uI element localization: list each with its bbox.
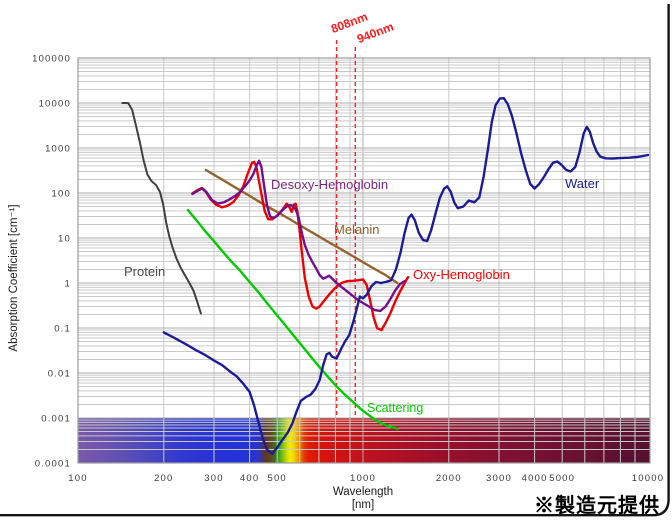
x-tick-label: 500 — [267, 473, 286, 484]
x-tick-label: 10000 — [632, 473, 664, 484]
curve-water — [162, 97, 650, 455]
y-axis-title: Absorption Coefficient [cm⁻¹] — [8, 204, 20, 352]
y-tick-label: 0.001 — [41, 414, 71, 425]
y-tick-label: 1000 — [45, 144, 71, 155]
x-tick-label: 2000 — [436, 473, 462, 484]
curve-protein — [121, 102, 202, 315]
y-tick-label: 100000 — [32, 54, 71, 65]
y-tick-label: 10000 — [39, 99, 71, 110]
x-tick-label: 400 — [240, 473, 259, 484]
series-label-desoxy-hemoglobin: Desoxy-Hemoglobin — [271, 177, 389, 192]
x-tick-label: 5000 — [549, 473, 575, 484]
x-tick-label: 100 — [68, 473, 87, 484]
x-tick-label: 200 — [154, 473, 173, 484]
tick-labels: 100 200 300 400 500 1000 2000 3000 4000 5000 10000… — [32, 54, 664, 485]
curve-melanin — [204, 168, 399, 285]
y-tick-label: 0.1 — [54, 324, 71, 335]
x-axis-title: Wavelength [nm] — [303, 486, 423, 512]
x-tick-label: 300 — [204, 473, 223, 484]
x-axis-title-line1: Wavelength — [332, 486, 394, 498]
x-tick-label: 4000 — [522, 473, 548, 484]
y-tick-label: 0.0001 — [35, 459, 71, 470]
y-tick-label: 10 — [58, 234, 71, 245]
series-label-water: Water — [565, 176, 600, 191]
series-label-melanin: Melanin — [334, 222, 380, 237]
page-frame-border — [0, 4, 670, 517]
curve-scattering — [186, 208, 399, 430]
y-tick-label: 1 — [65, 279, 71, 290]
series-label-scattering: Scattering — [367, 401, 424, 415]
grid-layer — [78, 58, 650, 463]
footer-note: ※製造元提供 — [534, 495, 660, 517]
y-tick-label: 0.01 — [48, 369, 71, 380]
x-axis-title-line2: [nm] — [351, 499, 375, 511]
plot-area-border — [77, 57, 651, 464]
x-tick-label: 3000 — [486, 473, 512, 484]
x-tick-label: 1000 — [350, 473, 376, 484]
series-label-oxy-hemoglobin: Oxy-Hemoglobin — [413, 267, 510, 282]
y-tick-label: 100 — [52, 189, 71, 200]
curve-desoxy-hemoglobin — [191, 159, 406, 313]
series-label-protein: Protein — [124, 264, 166, 279]
